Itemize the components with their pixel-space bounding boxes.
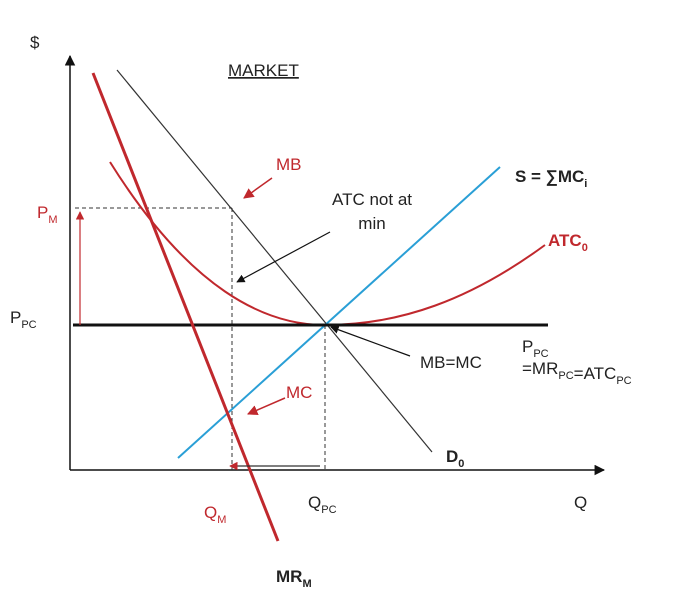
label-subscript: 0 [458, 458, 464, 470]
mb-label: MB [276, 155, 302, 174]
label-subscript: PC [533, 348, 548, 360]
atc-note-2: min [358, 214, 385, 233]
label-subscript: PC [558, 370, 573, 382]
label-text: Q [204, 503, 217, 522]
label-subscript: 0 [582, 242, 588, 254]
label-text: P [522, 337, 533, 356]
p-m-label: PM [37, 203, 58, 226]
title: MARKET [228, 61, 299, 80]
supply-label: S = ∑MCi [515, 167, 587, 190]
label-text: ATC [548, 231, 582, 250]
label-subscript: M [48, 214, 57, 226]
label-text: S = ∑MC [515, 167, 584, 186]
demand-label: D0 [446, 447, 464, 470]
label-subscript: PC [21, 319, 36, 331]
label-text: MR [276, 567, 302, 586]
labels: S = ∑MCiPMATC0PPCD0QMQPCMRMPPC=MRPC=ATCP… [10, 167, 632, 590]
x-axis-label: Q [574, 493, 587, 512]
p-pc-label: PPC [10, 308, 37, 331]
mb-arrow [243, 177, 273, 199]
q-m-label: QM [204, 503, 226, 526]
label-subscript: i [584, 178, 587, 190]
atc-note-arrow [236, 231, 331, 283]
y-axis-label: $ [30, 33, 40, 52]
label-subscript: PC [321, 504, 336, 516]
price-line-label: PPC [522, 337, 549, 360]
label-text: Q [308, 493, 321, 512]
mc-arrow [247, 397, 286, 416]
q-pc-label: QPC [308, 493, 337, 516]
label-text: =MR [522, 359, 558, 378]
label-subscript: PC [616, 375, 631, 387]
mbmc-arrow [330, 325, 411, 357]
mr-label: MRM [276, 567, 312, 590]
atc-note-1: ATC not at [332, 190, 412, 209]
mr-line [91, 72, 280, 542]
mc-label: MC [286, 383, 312, 402]
price-line-label: =MRPC=ATCPC [522, 359, 632, 387]
atc-label: ATC0 [548, 231, 588, 254]
label-subscript: M [302, 578, 311, 590]
label-subscript: M [217, 514, 226, 526]
demand-line [116, 69, 433, 453]
mbmc-label: MB=MC [420, 353, 482, 372]
label-text: P [37, 203, 48, 222]
label-text: =ATC [574, 364, 617, 383]
label-text: D [446, 447, 458, 466]
label-text: P [10, 308, 21, 327]
supply-line [177, 166, 501, 459]
